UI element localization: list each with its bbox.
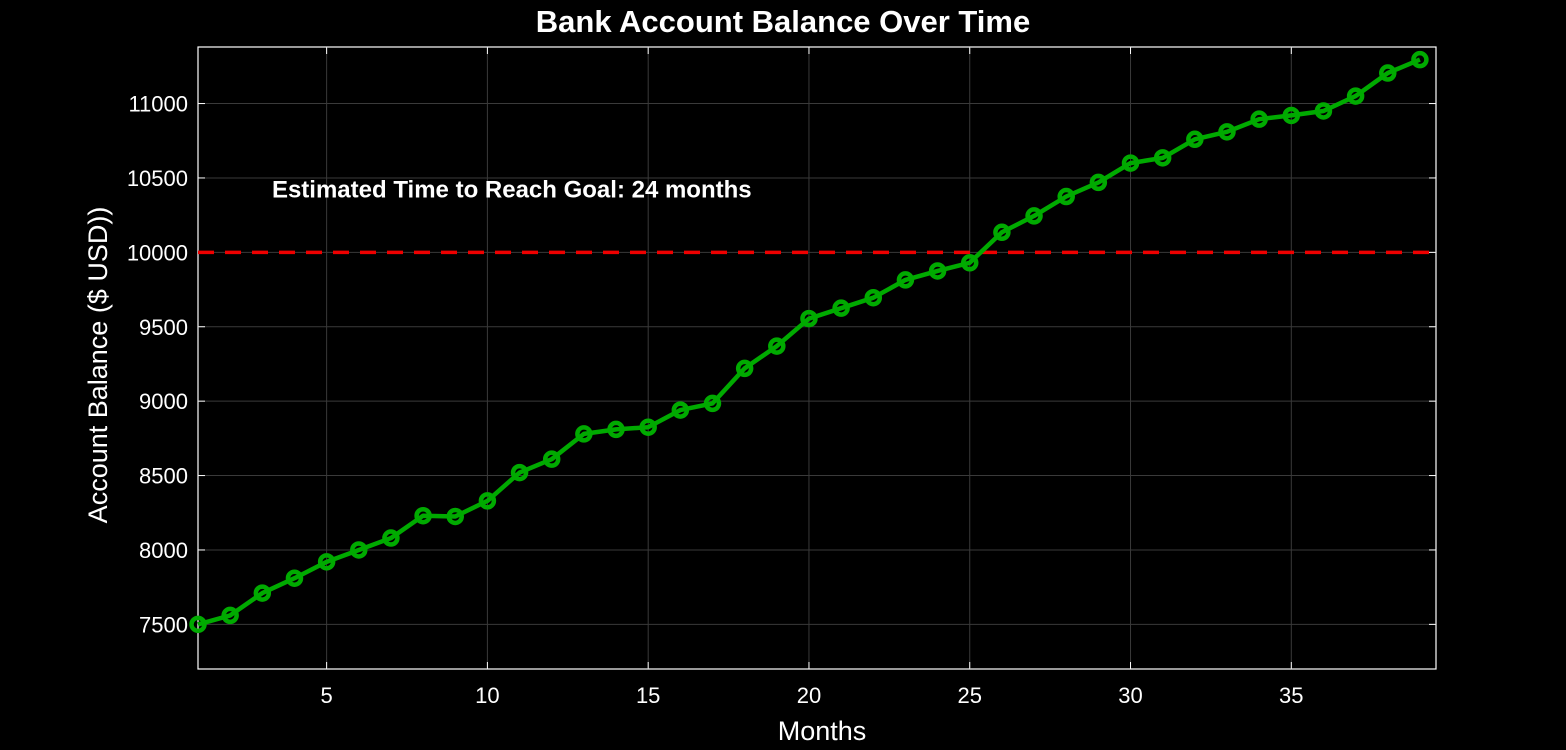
series-layer [189, 50, 1429, 634]
data-point [253, 584, 272, 602]
x-tick-label: 25 [957, 683, 981, 708]
y-tick-label: 9500 [139, 315, 188, 340]
y-tick-label: 8500 [139, 464, 188, 489]
data-point [1057, 187, 1075, 206]
data-point [1250, 110, 1268, 128]
x-axis-label: Months [778, 716, 867, 746]
data-point [1025, 207, 1043, 225]
data-point [1314, 102, 1333, 120]
data-point [414, 506, 432, 525]
y-tick-label: 9000 [139, 389, 188, 414]
y-tick-label: 7500 [139, 612, 188, 637]
data-point [1121, 154, 1140, 172]
x-tick-label: 5 [320, 683, 332, 708]
data-point [1346, 87, 1365, 105]
data-point [832, 299, 850, 317]
tick-labels: 5 10 15 20 25 30 35 7500 8000 8500 9000 9500 10000 10… [127, 92, 1304, 708]
data-point [478, 492, 497, 510]
data-point [575, 425, 593, 443]
grid [198, 47, 1436, 669]
data-point [993, 223, 1011, 242]
y-axis-label: Account Balance ($ USD)) [83, 207, 113, 524]
x-tick-label: 10 [475, 683, 499, 708]
data-point [1218, 123, 1236, 141]
data-point [768, 337, 786, 355]
data-point [960, 254, 979, 272]
data-point [510, 463, 529, 482]
data-point [1089, 173, 1108, 192]
data-point [864, 288, 883, 307]
data-point [382, 529, 400, 547]
y-tick-label: 11000 [128, 92, 188, 117]
data-point [1153, 149, 1172, 167]
goal-annotation: Estimated Time to Reach Goal: 24 months [272, 176, 752, 203]
data-point [221, 606, 239, 625]
x-tick-label: 35 [1279, 683, 1303, 708]
data-point [350, 541, 368, 559]
data-point [1186, 130, 1204, 149]
data-point [189, 615, 207, 634]
y-tick-label: 8000 [139, 538, 188, 563]
data-point [896, 271, 915, 289]
plot-area [197, 46, 1437, 670]
data-point [639, 418, 657, 436]
data-point [928, 262, 947, 280]
data-point [446, 507, 464, 526]
data-point [317, 553, 336, 571]
y-tick-label: 10500 [127, 166, 188, 191]
data-point [1411, 50, 1429, 69]
data-point [703, 394, 722, 413]
x-tick-label: 15 [636, 683, 660, 708]
data-point [285, 569, 304, 587]
data-point [735, 359, 754, 378]
x-tick-label: 20 [797, 683, 821, 708]
series-line [197, 57, 1421, 627]
x-tick-label: 30 [1118, 683, 1142, 708]
y-tick-label: 10000 [127, 240, 188, 265]
data-point [671, 401, 690, 419]
chart-title: Bank Account Balance Over Time [536, 4, 1030, 39]
data-point [542, 450, 561, 468]
data-point [1379, 64, 1397, 82]
data-point [800, 309, 818, 328]
data-point [607, 420, 625, 439]
data-point [1282, 106, 1301, 125]
